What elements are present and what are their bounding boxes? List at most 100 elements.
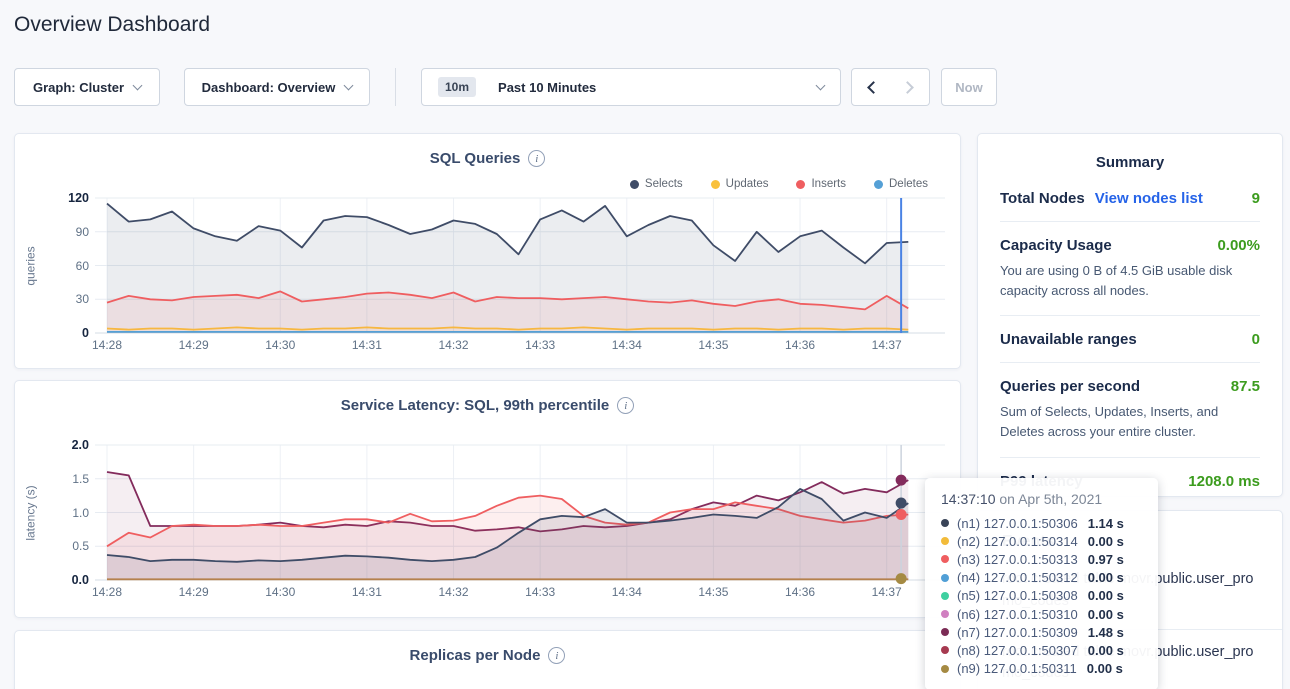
x-tick-label: 14:29 bbox=[159, 338, 229, 352]
y-tick-label: 30 bbox=[47, 292, 89, 306]
x-tick-label: 14:34 bbox=[592, 338, 662, 352]
legend-item[interactable]: Deletes bbox=[874, 178, 928, 190]
legend-item[interactable]: Inserts bbox=[796, 178, 846, 190]
x-tick-label: 14:30 bbox=[245, 338, 315, 352]
legend-item[interactable]: Updates bbox=[711, 178, 769, 190]
legend-dot-icon bbox=[796, 180, 805, 189]
tooltip-node-value: 0.97 s bbox=[1088, 552, 1124, 567]
summary-panel: Summary Total Nodes View nodes list 9 Ca… bbox=[977, 133, 1283, 497]
tooltip-node-label: (n2) 127.0.0.1:50314 bbox=[957, 534, 1078, 549]
x-tick-label: 14:33 bbox=[505, 585, 575, 599]
legend-label: Selects bbox=[645, 178, 683, 190]
series-dot-icon bbox=[941, 628, 949, 636]
x-tick-label: 14:31 bbox=[332, 585, 402, 599]
info-icon[interactable]: i bbox=[528, 150, 545, 167]
y-tick-label: 90 bbox=[47, 225, 89, 239]
tooltip-node-value: 1.48 s bbox=[1088, 625, 1124, 640]
chevron-left-icon bbox=[867, 81, 880, 94]
tooltip-row: (n3) 127.0.0.1:503130.97 s bbox=[941, 550, 1142, 568]
dashboard-dropdown[interactable]: Dashboard: Overview bbox=[184, 68, 370, 106]
sql-queries-title: SQL Queries i bbox=[15, 150, 960, 167]
chevron-down-icon bbox=[344, 81, 354, 91]
series-dot-icon bbox=[941, 555, 949, 563]
tooltip-node-value: 0.00 s bbox=[1088, 588, 1124, 603]
tooltip-node-value: 0.00 s bbox=[1088, 643, 1124, 658]
tooltip-row: (n4) 127.0.0.1:503120.00 s bbox=[941, 569, 1142, 587]
time-range-label: Past 10 Minutes bbox=[498, 80, 596, 95]
summary-description: Sum of Selects, Updates, Inserts, and De… bbox=[1000, 402, 1260, 442]
replicas-per-node-title: Replicas per Node i bbox=[15, 647, 960, 664]
info-icon[interactable]: i bbox=[617, 397, 634, 414]
x-tick-label: 14:32 bbox=[419, 585, 489, 599]
tooltip-node-label: (n7) 127.0.0.1:50309 bbox=[957, 625, 1078, 640]
summary-row-capacity: Capacity Usage 0.00% You are using 0 B o… bbox=[1000, 222, 1260, 316]
tooltip-node-label: (n9) 127.0.0.1:50311 bbox=[957, 661, 1077, 676]
tooltip-node-value: 0.00 s bbox=[1088, 570, 1124, 585]
service-latency-chart[interactable]: 14:2814:2914:3014:3114:3214:3314:3414:35… bbox=[95, 445, 945, 580]
x-tick-label: 14:33 bbox=[505, 338, 575, 352]
series-dot-icon bbox=[941, 519, 949, 527]
page-title: Overview Dashboard bbox=[14, 13, 210, 37]
time-next-button[interactable] bbox=[890, 68, 930, 106]
hover-dot-icon bbox=[896, 509, 907, 520]
chart-title-text: Replicas per Node bbox=[410, 647, 541, 664]
tooltip-node-value: 0.00 s bbox=[1087, 661, 1123, 676]
legend-item[interactable]: Selects bbox=[630, 178, 683, 190]
chart-legend: Selects Updates Inserts Deletes bbox=[630, 178, 928, 190]
tooltip-rows: (n1) 127.0.0.1:503061.14 s(n2) 127.0.0.1… bbox=[941, 514, 1142, 678]
y-tick-label: 120 bbox=[47, 191, 89, 205]
x-tick-label: 14:32 bbox=[419, 338, 489, 352]
chevron-down-icon bbox=[816, 81, 826, 91]
tooltip-node-label: (n1) 127.0.0.1:50306 bbox=[957, 516, 1078, 531]
hover-dot-icon bbox=[896, 475, 907, 486]
tooltip-row: (n5) 127.0.0.1:503080.00 s bbox=[941, 587, 1142, 605]
time-range-selector[interactable]: 10m Past 10 Minutes bbox=[421, 68, 841, 106]
x-tick-label: 14:30 bbox=[245, 585, 315, 599]
replicas-per-node-panel: Replicas per Node i bbox=[14, 630, 961, 689]
series-dot-icon bbox=[941, 665, 949, 673]
series-dot-icon bbox=[941, 592, 949, 600]
tooltip-row: (n1) 127.0.0.1:50306 1.14 s bbox=[941, 514, 1142, 532]
chart-svg bbox=[95, 445, 945, 580]
tooltip-row: (n2) 127.0.0.1:503140.00 s bbox=[941, 532, 1142, 550]
chevron-right-icon bbox=[901, 81, 914, 94]
summary-label: Total Nodes bbox=[1000, 190, 1085, 207]
legend-dot-icon bbox=[874, 180, 883, 189]
x-tick-label: 14:35 bbox=[678, 338, 748, 352]
x-tick-label: 14:35 bbox=[678, 585, 748, 599]
toolbar-divider bbox=[395, 68, 396, 106]
summary-row-qps: Queries per second 87.5 Sum of Selects, … bbox=[1000, 363, 1260, 457]
y-tick-label: 0 bbox=[47, 326, 89, 340]
time-now-button[interactable]: Now bbox=[941, 68, 997, 106]
summary-value: 9 bbox=[1252, 190, 1260, 207]
summary-title: Summary bbox=[978, 134, 1282, 175]
series-dot-icon bbox=[941, 646, 949, 654]
x-tick-label: 14:29 bbox=[159, 585, 229, 599]
view-nodes-list-link[interactable]: View nodes list bbox=[1095, 190, 1203, 207]
y-tick-label: 0.0 bbox=[47, 573, 89, 587]
dashboard-dropdown-label: Dashboard: Overview bbox=[202, 80, 336, 95]
tooltip-timestamp: 14:37:10 on Apr 5th, 2021 bbox=[941, 491, 1142, 507]
graph-dropdown-label: Graph: Cluster bbox=[33, 80, 124, 95]
x-tick-label: 14:31 bbox=[332, 338, 402, 352]
tooltip-date: on Apr 5th, 2021 bbox=[999, 491, 1102, 507]
time-prev-button[interactable] bbox=[851, 68, 891, 106]
x-tick-label: 14:28 bbox=[72, 585, 142, 599]
y-tick-label: 0.5 bbox=[47, 539, 89, 553]
service-latency-title: Service Latency: SQL, 99th percentile i bbox=[15, 397, 960, 414]
service-latency-panel: Service Latency: SQL, 99th percentile i … bbox=[14, 380, 961, 618]
time-range-badge: 10m bbox=[438, 77, 476, 97]
graph-dropdown[interactable]: Graph: Cluster bbox=[14, 68, 160, 106]
summary-value: 0.00% bbox=[1217, 237, 1260, 254]
info-icon[interactable]: i bbox=[548, 647, 565, 664]
chart-title-text: Service Latency: SQL, 99th percentile bbox=[341, 397, 609, 414]
chart-svg bbox=[95, 198, 945, 333]
summary-row-unavailable-ranges: Unavailable ranges 0 bbox=[1000, 316, 1260, 363]
sql-queries-chart[interactable]: 14:2814:2914:3014:3114:3214:3314:3414:35… bbox=[95, 198, 945, 333]
summary-value: 87.5 bbox=[1231, 378, 1260, 395]
x-tick-label: 14:37 bbox=[852, 338, 922, 352]
tooltip-node-value: 1.14 s bbox=[1088, 516, 1124, 531]
summary-row-total-nodes: Total Nodes View nodes list 9 bbox=[1000, 175, 1260, 222]
tooltip-row: (n9) 127.0.0.1:50311 0.00 s bbox=[941, 660, 1142, 678]
chart-hover-tooltip: 14:37:10 on Apr 5th, 2021 (n1) 127.0.0.1… bbox=[925, 478, 1158, 689]
